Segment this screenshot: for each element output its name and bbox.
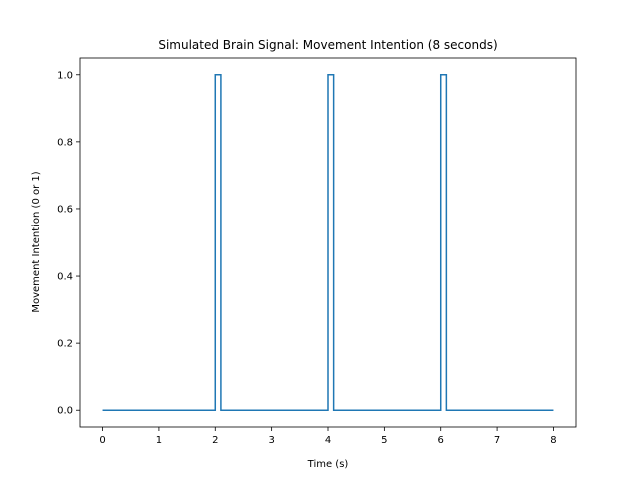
- x-tick-label: 1: [156, 435, 162, 446]
- x-tick-label: 5: [381, 435, 387, 446]
- x-axis-label: Time (s): [307, 459, 349, 470]
- y-tick-label: 0.2: [57, 339, 73, 350]
- x-tick-label: 8: [550, 435, 556, 446]
- y-axis-label: Movement Intention (0 or 1): [31, 171, 42, 312]
- y-axis: 0.0 0.2 0.4 0.6 0.8 1.0: [57, 70, 80, 417]
- y-tick-label: 0.4: [57, 272, 73, 283]
- x-axis: 0 1 2 3 4 5 6 7 8: [99, 427, 557, 446]
- series-line-0: [102, 74, 554, 411]
- x-tick-label: 0: [99, 435, 105, 446]
- chart-title: Simulated Brain Signal: Movement Intenti…: [158, 38, 497, 52]
- y-tick-label: 0.8: [57, 137, 73, 148]
- y-tick-label: 1.0: [57, 70, 73, 81]
- y-tick-label: 0.0: [57, 406, 73, 417]
- y-tick-label: 0.6: [57, 204, 73, 215]
- x-tick-label: 4: [325, 435, 331, 446]
- x-tick-label: 3: [268, 435, 274, 446]
- plot-series-layer: [102, 74, 554, 411]
- x-tick-label: 7: [494, 435, 500, 446]
- x-tick-label: 6: [438, 435, 444, 446]
- x-tick-label: 2: [212, 435, 218, 446]
